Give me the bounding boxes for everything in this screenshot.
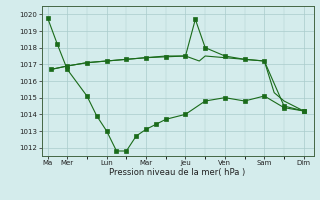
X-axis label: Pression niveau de la mer( hPa ): Pression niveau de la mer( hPa ) <box>109 168 246 177</box>
